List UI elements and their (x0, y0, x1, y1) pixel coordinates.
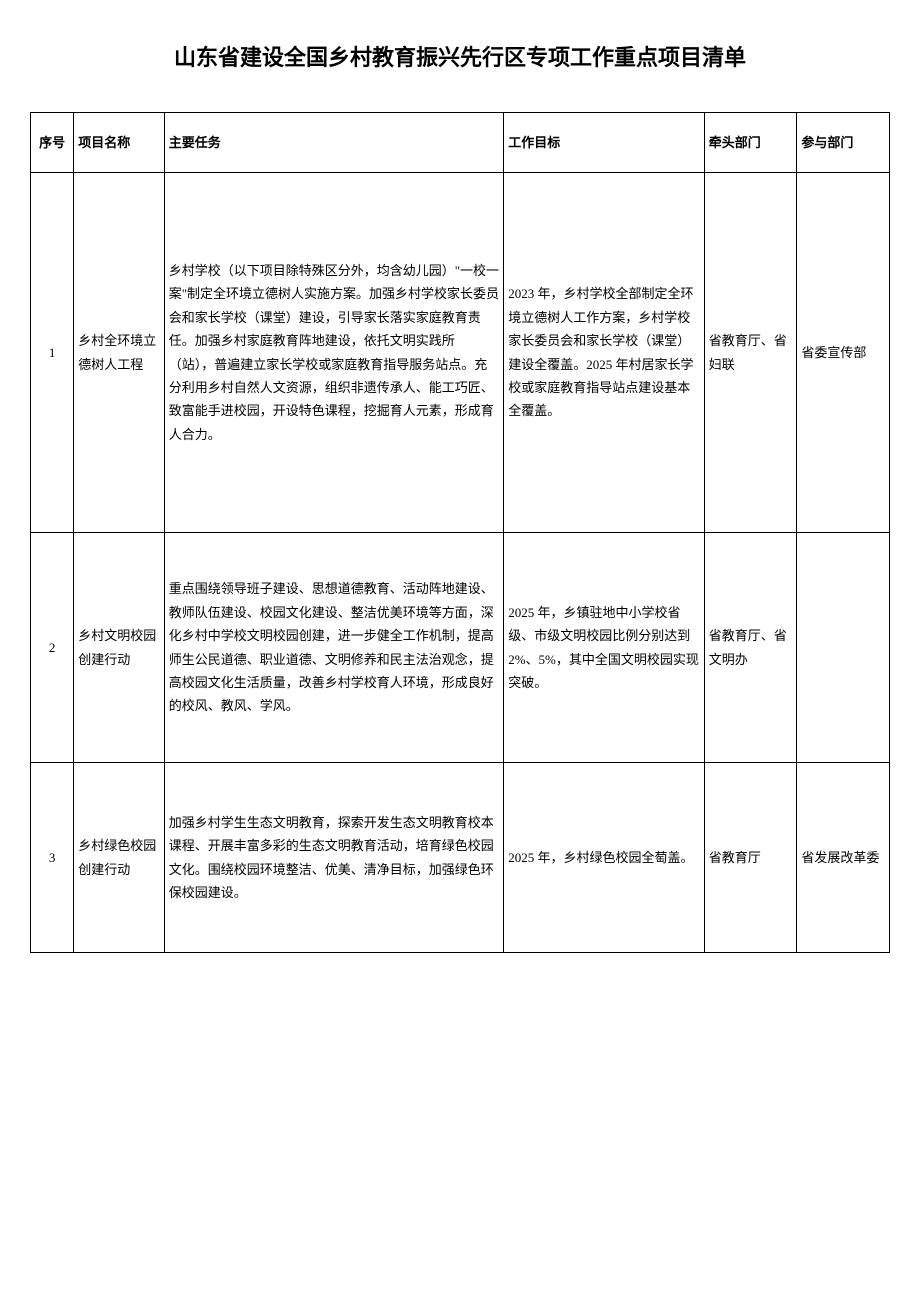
cell-lead: 省教育厅、省文明办 (704, 533, 797, 763)
cell-lead: 省教育厅、省妇联 (704, 173, 797, 533)
cell-task: 乡村学校（以下项目除特殊区分外，均含幼儿园）"一校一案"制定全环境立德树人实施方… (164, 173, 503, 533)
cell-task: 加强乡村学生生态文明教育，探索开发生态文明教育校本课程、开展丰富多彩的生态文明教… (164, 763, 503, 953)
cell-seq: 2 (31, 533, 74, 763)
cell-participate: 省发展改革委 (797, 763, 890, 953)
cell-goal: 2025 年，乡镇驻地中小学校省级、市级文明校园比例分别达到 2%、5%，其中全… (504, 533, 705, 763)
cell-name: 乡村文明校园创建行动 (74, 533, 165, 763)
cell-goal: 2025 年，乡村绿色校园全萄盖。 (504, 763, 705, 953)
cell-seq: 1 (31, 173, 74, 533)
project-table: 序号 项目名称 主要任务 工作目标 牵头部门 参与部门 1 乡村全环境立德树人工… (30, 112, 890, 953)
header-seq: 序号 (31, 113, 74, 173)
header-name: 项目名称 (74, 113, 165, 173)
cell-name: 乡村全环境立德树人工程 (74, 173, 165, 533)
header-goal: 工作目标 (504, 113, 705, 173)
table-row: 2 乡村文明校园创建行动 重点围绕领导班子建设、思想道德教育、活动阵地建设、教师… (31, 533, 890, 763)
header-lead: 牵头部门 (704, 113, 797, 173)
cell-lead: 省教育厅 (704, 763, 797, 953)
table-header-row: 序号 项目名称 主要任务 工作目标 牵头部门 参与部门 (31, 113, 890, 173)
cell-task: 重点围绕领导班子建设、思想道德教育、活动阵地建设、教师队伍建设、校园文化建设、整… (164, 533, 503, 763)
cell-name: 乡村绿色校园创建行动 (74, 763, 165, 953)
table-row: 3 乡村绿色校园创建行动 加强乡村学生生态文明教育，探索开发生态文明教育校本课程… (31, 763, 890, 953)
table-row: 1 乡村全环境立德树人工程 乡村学校（以下项目除特殊区分外，均含幼儿园）"一校一… (31, 173, 890, 533)
cell-participate (797, 533, 890, 763)
cell-goal: 2023 年，乡村学校全部制定全环境立德树人工作方案，乡村学校家长委员会和家长学… (504, 173, 705, 533)
cell-seq: 3 (31, 763, 74, 953)
page-title: 山东省建设全国乡村教育振兴先行区专项工作重点项目清单 (30, 40, 890, 72)
cell-participate: 省委宣传部 (797, 173, 890, 533)
header-task: 主要任务 (164, 113, 503, 173)
header-participate: 参与部门 (797, 113, 890, 173)
